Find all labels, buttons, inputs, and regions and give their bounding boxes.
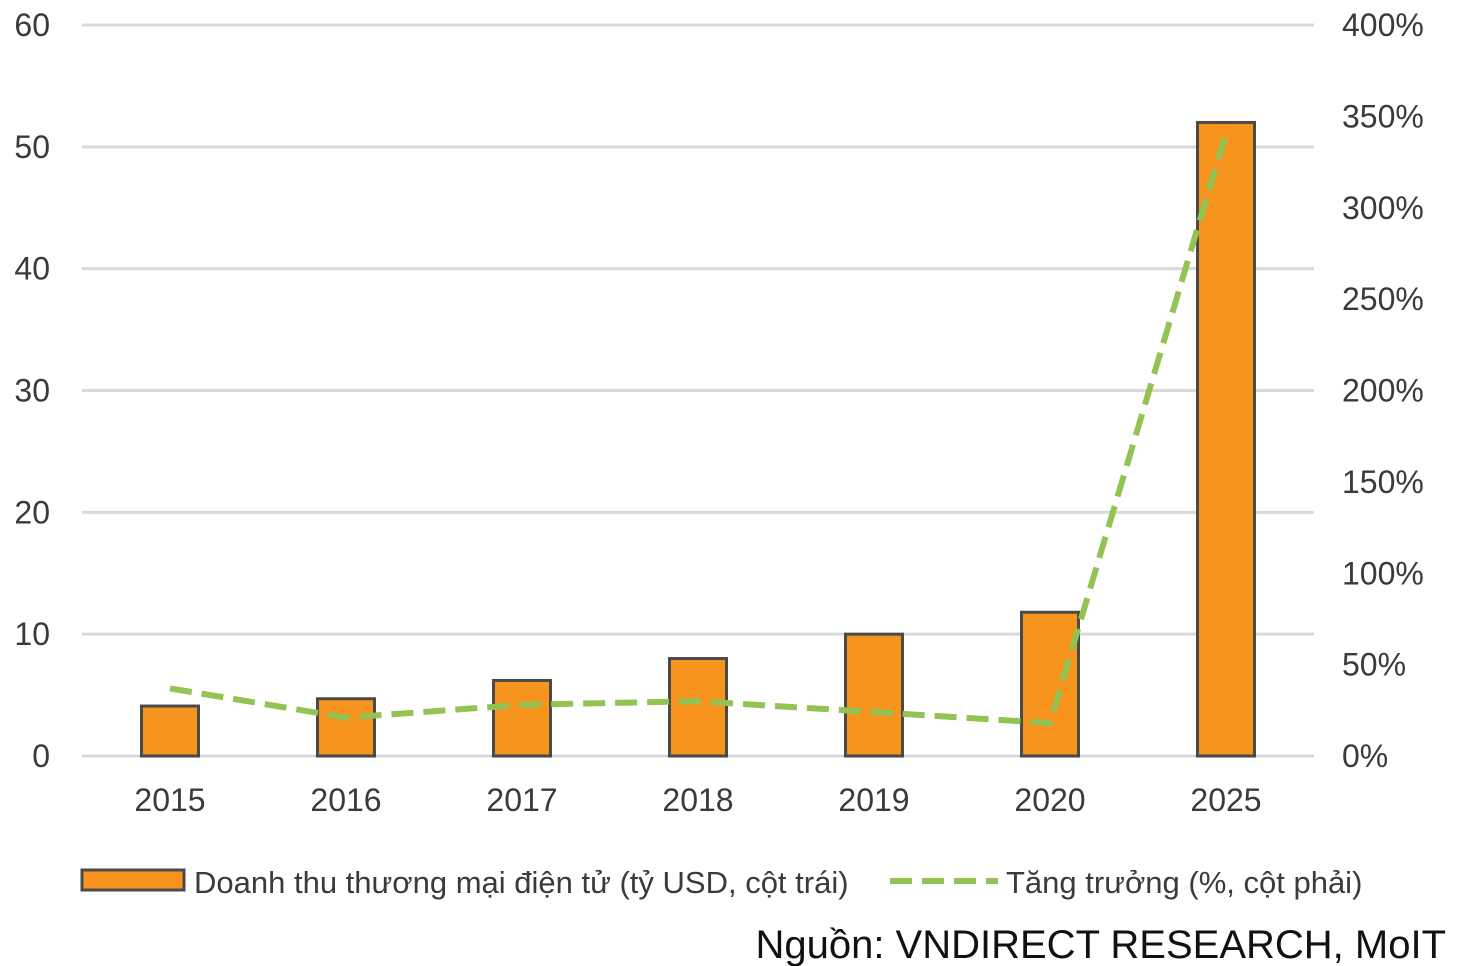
x-tick-label: 2017 (486, 782, 557, 818)
left-tick-label: 60 (14, 7, 50, 43)
x-axis-ticks: 2015 2016 2017 2018 2019 2020 2025 (134, 782, 1261, 818)
bar (1196, 120, 1256, 758)
source-note: Nguồn: VNDIRECT RESEARCH, MoIT (755, 923, 1446, 966)
right-axis-ticks: 0% 50% 100% 150% 200% 250% 300% 350% 400% (1342, 7, 1424, 774)
left-tick-label: 30 (14, 373, 50, 409)
x-tick-label: 2016 (310, 782, 381, 818)
bar (1020, 610, 1080, 758)
x-tick-label: 2015 (134, 782, 205, 818)
gridlines (82, 23, 1314, 758)
revenue-bars (140, 120, 1256, 758)
bar (492, 678, 552, 758)
left-tick-label: 20 (14, 494, 50, 530)
x-tick-label: 2019 (838, 782, 909, 818)
right-tick-label: 250% (1342, 281, 1424, 317)
bar (140, 704, 200, 758)
right-tick-label: 300% (1342, 190, 1424, 226)
right-tick-label: 150% (1342, 464, 1424, 500)
left-tick-label: 0 (32, 738, 50, 774)
right-tick-label: 50% (1342, 647, 1406, 683)
right-tick-label: 200% (1342, 373, 1424, 409)
growth-line (169, 131, 1229, 727)
legend-line-label: Tăng trưởng (%, cột phải) (1006, 865, 1362, 900)
left-tick-label: 10 (14, 616, 50, 652)
legend: Doanh thu thương mại điện tử (tỷ USD, cộ… (80, 865, 1362, 900)
legend-bar-swatch (80, 868, 186, 892)
left-axis-ticks: 0 10 20 30 40 50 60 (14, 7, 50, 774)
x-tick-label: 2018 (662, 782, 733, 818)
right-tick-label: 0% (1342, 738, 1388, 774)
x-tick-label: 2025 (1190, 782, 1261, 818)
left-tick-label: 40 (14, 251, 50, 287)
x-tick-label: 2020 (1014, 782, 1085, 818)
right-tick-label: 400% (1342, 7, 1424, 43)
legend-bar-label: Doanh thu thương mại điện tử (tỷ USD, cộ… (194, 865, 849, 900)
bar (316, 697, 376, 758)
left-tick-label: 50 (14, 129, 50, 165)
right-tick-label: 350% (1342, 98, 1424, 134)
bar (668, 657, 728, 758)
bar (844, 632, 904, 758)
right-tick-label: 100% (1342, 555, 1424, 591)
